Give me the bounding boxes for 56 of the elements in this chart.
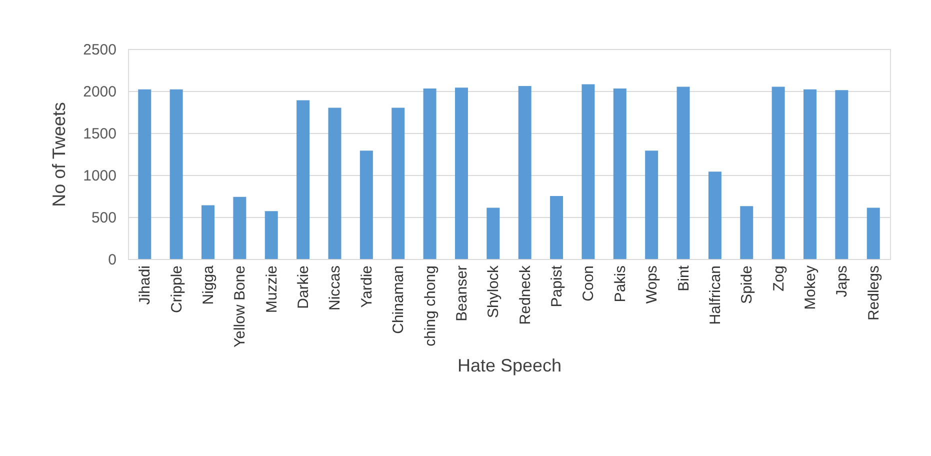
bar [328, 108, 342, 259]
bar [170, 89, 183, 259]
x-tick-label: ching chong [422, 266, 439, 346]
x-tick-label: Spide [738, 266, 756, 304]
x-tick-label: Nigga [200, 264, 217, 305]
x-tick-label: Chinaman [390, 266, 408, 334]
x-tick-label: Cripple [168, 266, 186, 314]
bar [392, 108, 405, 259]
x-tick-label: Bint [675, 264, 692, 292]
bar [645, 150, 658, 259]
bar [360, 150, 373, 259]
x-tick-label: Redlegs [865, 266, 882, 321]
x-tick-label: Muzzie [263, 266, 280, 314]
bar [233, 196, 246, 259]
x-tick-label: Wops [644, 266, 661, 304]
bar [613, 88, 626, 259]
bar [550, 196, 564, 259]
bar [264, 211, 278, 259]
x-tick-label: Japs [834, 266, 851, 298]
bar [866, 208, 880, 259]
x-tick-label: Yellow Bone [232, 266, 249, 348]
x-tick-label: Papist [548, 264, 566, 308]
bar [518, 86, 532, 259]
y-axis-title: No of Tweets [49, 102, 70, 207]
y-tick-label: 500 [91, 210, 116, 226]
bar [772, 86, 785, 259]
y-tick-label: 2500 [83, 42, 116, 58]
x-axis-title: Hate Speech [457, 356, 562, 376]
y-tick-label: 0 [108, 252, 116, 268]
x-tick-label: Mokey [802, 265, 819, 310]
x-tick-label: Darkie [295, 266, 312, 309]
bar [423, 88, 436, 259]
x-tick-label: Zog [770, 266, 788, 292]
y-tick-label: 2000 [83, 84, 116, 100]
y-tick-label: 1500 [83, 126, 116, 142]
x-tick-label: Yardie [358, 266, 376, 308]
x-tick-label: Redneck [516, 265, 534, 325]
bar [708, 172, 722, 259]
x-tick-label: Beanser [453, 266, 470, 322]
x-tick-label: Niccas [326, 266, 344, 311]
bar [740, 206, 754, 259]
bar [676, 86, 690, 259]
bar [582, 84, 595, 259]
x-tick-label: Jihadi [136, 266, 154, 305]
y-tick-label: 1000 [83, 168, 116, 184]
x-tick-label: Coon [580, 266, 598, 302]
x-tick-label: Halfrican [706, 266, 724, 325]
bar [296, 100, 310, 259]
bar [138, 89, 152, 259]
bar [202, 205, 214, 259]
bar [835, 90, 848, 259]
x-tick-label: Pakis [612, 266, 629, 302]
bar [486, 208, 500, 259]
bar [454, 88, 468, 259]
x-tick-label: Shylock [485, 265, 502, 318]
bar [804, 89, 816, 259]
